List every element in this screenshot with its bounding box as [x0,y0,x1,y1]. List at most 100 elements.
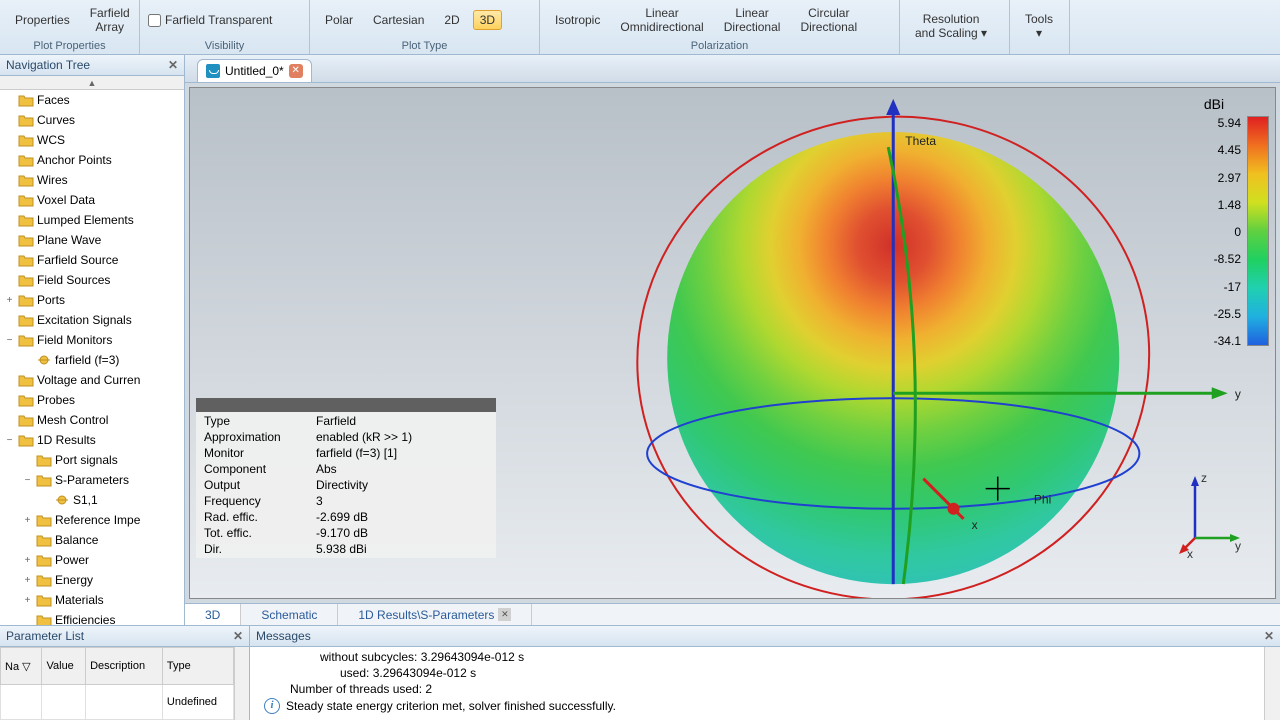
tree-expander[interactable]: − [22,475,33,486]
resolution-scaling-button[interactable]: Resolution and Scaling ▾ [908,9,994,43]
column-header[interactable]: Description [86,648,163,685]
properties-button[interactable]: Properties [8,10,77,30]
messages-panel: Messages ✕ without subcycles: 3.29643094… [250,626,1280,720]
parameter-table[interactable]: Na ▽ValueDescriptionType Undefined [0,647,234,720]
tree-item[interactable]: Mesh Control [0,410,184,430]
3d-button[interactable]: 3D [473,10,502,30]
column-header[interactable]: Na ▽ [1,648,42,685]
info-value: 5.938 dBi [310,542,494,556]
folder-icon [36,553,52,567]
tree-item[interactable]: Excitation Signals [0,310,184,330]
tree-item-label: S-Parameters [55,473,129,487]
tab-1d-results[interactable]: 1D Results\S-Parameters ✕ [338,604,532,625]
tree-item[interactable]: Probes [0,390,184,410]
tree-item[interactable]: S1,1 [0,490,184,510]
folder-icon [18,253,34,267]
close-icon[interactable]: ✕ [498,608,511,621]
tree-item[interactable]: Port signals [0,450,184,470]
info-key: Monitor [198,446,308,460]
tree-expander[interactable]: + [22,515,33,526]
folder-icon [18,233,34,247]
tree-item[interactable]: −1D Results [0,430,184,450]
folder-icon [18,153,34,167]
svg-text:x: x [1187,547,1193,558]
tree-item[interactable]: WCS [0,130,184,150]
tree-expander[interactable]: + [22,575,33,586]
tree-item[interactable]: − S-Parameters [0,470,184,490]
info-key: Tot. effic. [198,526,308,540]
tree-item[interactable]: Wires [0,170,184,190]
legend-label: 4.45 [1214,143,1241,157]
info-key: Type [198,414,308,428]
tree-item[interactable]: Voltage and Curren [0,370,184,390]
3d-viewport[interactable]: ThetaPhixy TypeFarfieldApproximationenab… [189,87,1276,599]
tree-item[interactable]: Farfield Source [0,250,184,270]
tree-item[interactable]: Field Sources [0,270,184,290]
tab-3d[interactable]: 3D [185,604,241,625]
close-icon[interactable]: ✕ [233,629,243,643]
tree-item[interactable]: + Ports [0,290,184,310]
scrollbar[interactable] [1264,647,1280,720]
messages-body[interactable]: without subcycles: 3.29643094e-012 s use… [250,647,1264,720]
tree-expander[interactable]: + [22,595,33,606]
tree-item[interactable]: + Materials [0,590,184,610]
tree-item[interactable]: Balance [0,530,184,550]
parameter-list-title: Parameter List [6,629,84,643]
close-icon[interactable]: ✕ [1264,629,1274,643]
parameter-list-panel: Parameter List ✕ Na ▽ValueDescriptionTyp… [0,626,250,720]
info-key: Dir. [198,542,308,556]
column-header[interactable]: Type [162,648,233,685]
tree-expander[interactable]: + [22,555,33,566]
tree-item-label: Voltage and Curren [37,373,140,387]
polar-button[interactable]: Polar [318,10,360,30]
info-key: Rad. effic. [198,510,308,524]
document-tab[interactable]: Untitled_0* ✕ [197,59,312,82]
view-tabs: 3D Schematic 1D Results\S-Parameters ✕ [185,603,1280,625]
isotropic-button[interactable]: Isotropic [548,10,607,30]
column-header[interactable]: Value [42,648,86,685]
cartesian-button[interactable]: Cartesian [366,10,431,30]
legend-label: 1.48 [1214,198,1241,212]
close-icon[interactable]: ✕ [289,64,303,78]
tree-item[interactable]: Lumped Elements [0,210,184,230]
svg-text:y: y [1235,539,1241,553]
tree-item-label: Materials [55,593,104,607]
linear-omni-button[interactable]: Linear Omnidirectional [613,3,710,37]
tree-item-label: Voxel Data [37,193,95,207]
tree-item[interactable]: farfield (f=3) [0,350,184,370]
2d-button[interactable]: 2D [437,10,466,30]
visibility-group-label: Visibility [148,38,301,54]
tree-item[interactable]: Efficiencies [0,610,184,625]
tree-item[interactable]: Anchor Points [0,150,184,170]
navigation-tree[interactable]: FacesCurvesWCSAnchor PointsWires Voxel Da… [0,90,184,625]
farfield-array-button[interactable]: Farfield Array [83,3,137,37]
tools-button[interactable]: Tools ▾ [1018,9,1060,43]
tree-item[interactable]: +Power [0,550,184,570]
info-key: Component [198,462,308,476]
linear-dir-button[interactable]: Linear Directional [717,3,788,37]
close-icon[interactable]: ✕ [168,58,178,72]
tree-item[interactable]: +Reference Impe [0,510,184,530]
tree-item[interactable]: −Field Monitors [0,330,184,350]
tree-item[interactable]: Curves [0,110,184,130]
tree-item-label: Lumped Elements [37,213,134,227]
tree-item[interactable]: +Energy [0,570,184,590]
tree-expander[interactable]: − [4,435,15,446]
folder-icon [36,593,52,607]
tree-item[interactable]: Plane Wave [0,230,184,250]
info-key: Approximation [198,430,308,444]
tree-item-label: Ports [37,293,65,307]
info-icon: i [264,698,280,714]
tree-expander[interactable]: − [4,335,15,346]
scrollbar[interactable] [234,647,249,720]
info-value: farfield (f=3) [1] [310,446,494,460]
tab-schematic[interactable]: Schematic [241,604,338,625]
farfield-transparent-checkbox[interactable]: Farfield Transparent [148,13,272,27]
color-legend: dBi 5.944.452.971.480-8.52-17-25.5-34.1 [1159,96,1269,348]
tree-item[interactable]: Faces [0,90,184,110]
tree-expander[interactable]: + [4,295,15,306]
circular-dir-button[interactable]: Circular Directional [793,3,864,37]
tree-item[interactable]: Voxel Data [0,190,184,210]
tree-scroll-up[interactable]: ▲ [0,76,184,90]
svg-text:y: y [1235,387,1241,401]
